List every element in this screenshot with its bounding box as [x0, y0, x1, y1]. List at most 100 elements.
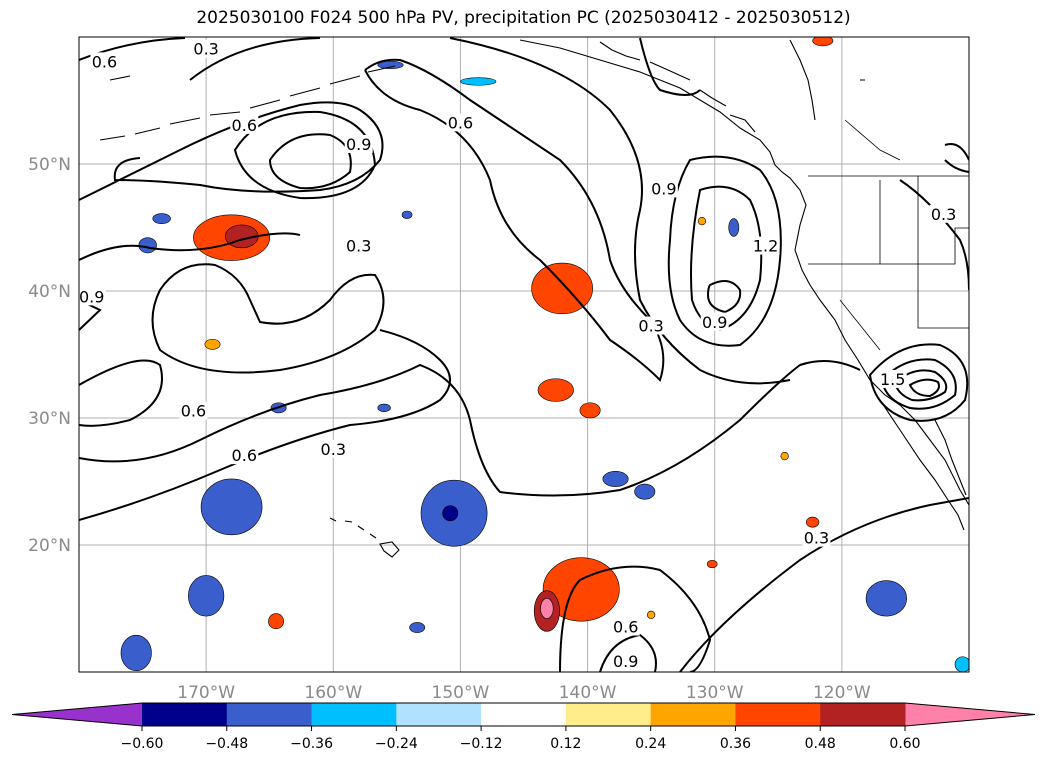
- coastlines: [99, 39, 969, 558]
- contour-label-bg: [79, 287, 106, 306]
- contour-label-bg: [319, 439, 348, 458]
- contour-label: 0.9: [79, 287, 104, 306]
- contour-label-bg: [611, 617, 640, 636]
- contour-label-bg: [637, 316, 666, 335]
- colorbar-tick-label: −0.36: [290, 736, 333, 752]
- lat-tick-label: 50°N: [28, 155, 71, 175]
- contour-label: 0.9: [346, 135, 371, 154]
- contour-label: 0.6: [448, 113, 473, 132]
- precip-area: [537, 378, 574, 402]
- contour-label: 0.9: [702, 313, 727, 332]
- lon-tick-label: 160°W: [304, 683, 362, 703]
- contour-label-bg: [649, 179, 678, 198]
- colorbar-bin: [311, 703, 397, 726]
- precip-area: [204, 338, 221, 350]
- precip-area: [540, 598, 554, 619]
- precip-area: [780, 451, 789, 461]
- contour-label: 1.5: [880, 370, 905, 389]
- contour-label-bg: [751, 236, 780, 255]
- lon-tick-label: 130°W: [686, 683, 744, 703]
- colorbar-bin: [650, 703, 736, 726]
- contour-label: 0.3: [193, 40, 218, 59]
- contour-label-bg: [90, 52, 119, 71]
- colorbar-tick-label: −0.12: [460, 736, 503, 752]
- precip-area: [805, 516, 820, 528]
- colorbar-tick-label: −0.60: [121, 736, 164, 752]
- lat-tick-label: 30°N: [28, 409, 71, 429]
- contour-label: 0.3: [638, 317, 663, 336]
- contour-label-bg: [878, 369, 907, 388]
- map-content: 0.6 0.3 0.6 0.6 0.9 0.9 0.3 0.9 1.2 0.3 0.9 0.3 1.5 0…: [79, 37, 969, 672]
- contour-label-bg: [179, 401, 208, 420]
- lat-tick-label: 20°N: [28, 536, 71, 556]
- gridlines: [79, 37, 969, 672]
- contour-label: 0.3: [346, 237, 371, 256]
- precip-area: [728, 218, 740, 237]
- colorbar-extend-min: [12, 703, 142, 726]
- lon-tick-label: 120°W: [813, 683, 871, 703]
- colorbar-bin: [142, 703, 228, 726]
- contour-label-bg: [344, 236, 373, 255]
- pv-contours: [79, 37, 969, 672]
- lat-tick-label: 40°N: [28, 282, 71, 302]
- precip-area: [542, 557, 620, 622]
- precip-area: [697, 217, 707, 226]
- contour-label-bg: [700, 312, 729, 331]
- precip-area: [954, 656, 969, 672]
- colorbar-bin: [481, 703, 567, 726]
- colorbar-tick-label: 0.24: [635, 736, 666, 752]
- precip-area: [401, 210, 413, 219]
- figure-title: 2025030100 F024 500 hPa PV, precipitatio…: [196, 8, 851, 28]
- contour-label-bg: [929, 204, 958, 223]
- contour-label-bg: [611, 651, 640, 670]
- contour-label: 0.6: [232, 446, 257, 465]
- contour-label-bg: [446, 113, 475, 132]
- precip-area: [409, 622, 426, 633]
- colorbar-bin: [820, 703, 906, 726]
- contour-label: 0.6: [232, 116, 257, 135]
- precip-area: [812, 37, 834, 47]
- precip-area: [377, 60, 404, 70]
- precip-area: [706, 559, 718, 569]
- colorbar-bin: [226, 703, 313, 726]
- colorbar-extend-max: [905, 703, 1035, 726]
- precipitation-shading: [120, 37, 969, 672]
- contour-label: 0.3: [931, 205, 956, 224]
- colorbar-tick-label: 0.12: [550, 736, 581, 752]
- precip-area: [579, 402, 601, 419]
- precip-area: [865, 580, 907, 617]
- contour-label: 0.9: [651, 179, 676, 198]
- precip-area: [377, 403, 391, 412]
- lon-tick-label: 150°W: [432, 683, 490, 703]
- contour-labels: 0.6 0.3 0.6 0.6 0.9 0.9 0.3 0.9 1.2 0.3 0.9 0.3 1.5 0…: [79, 39, 958, 671]
- map-background: [79, 37, 969, 672]
- contour-label-bg: [230, 446, 259, 465]
- precip-area: [634, 483, 656, 500]
- colorbar-tick-label: 0.60: [889, 736, 920, 752]
- precip-area: [647, 610, 656, 619]
- colorbar-bin: [735, 703, 821, 726]
- colorbar: −0.60 −0.48 −0.36 −0.24 −0.12 0.12 0.24 0.36 0.4…: [11, 702, 1036, 752]
- precip-area: [138, 237, 157, 254]
- contour-label-bg: [802, 528, 831, 547]
- colorbar-bin: [396, 703, 482, 726]
- contour-label: 0.6: [613, 618, 638, 637]
- precip-area: [268, 613, 285, 630]
- colorbar-tick-label: −0.24: [375, 736, 418, 752]
- contour-label-bg: [344, 134, 373, 153]
- map-frame: [78, 36, 970, 673]
- precip-area: [188, 575, 225, 617]
- colorbar-tick-label: 0.36: [720, 736, 751, 752]
- contour-label-bg: [192, 39, 221, 58]
- lon-tick-label: 140°W: [559, 683, 617, 703]
- lon-tick-label: 170°W: [177, 683, 235, 703]
- contour-label-bg: [230, 115, 259, 134]
- contour-label: 0.3: [804, 529, 829, 548]
- precip-area: [602, 471, 629, 487]
- colorbar-tick-label: 0.48: [805, 736, 836, 752]
- precip-area: [152, 213, 171, 224]
- contour-label: 0.3: [321, 440, 346, 459]
- contour-label: 0.6: [181, 402, 206, 421]
- axis-tick-labels: 170°W 160°W 150°W 140°W 130°W 120°W 50°N 40°N 30…: [28, 155, 871, 703]
